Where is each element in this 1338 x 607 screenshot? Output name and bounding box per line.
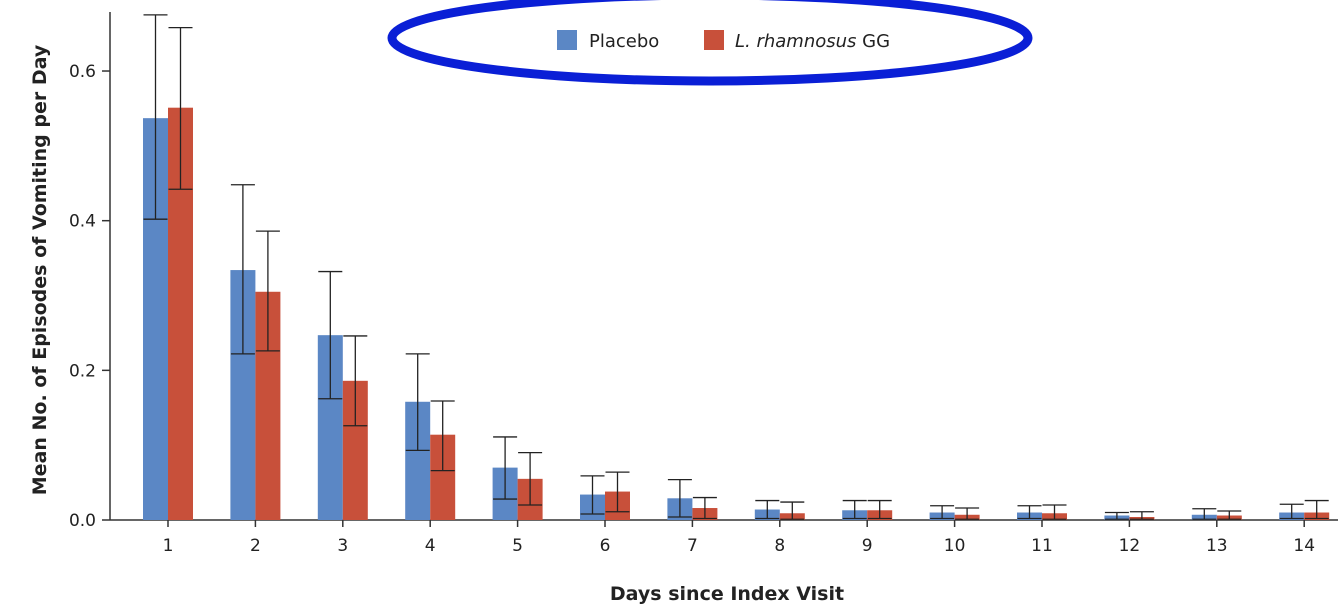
legend-label-lgg: L. rhamnosus GG bbox=[735, 31, 890, 52]
legend-label-placebo: Placebo bbox=[589, 31, 659, 52]
legend: Placebo L. rhamnosus GG bbox=[557, 30, 890, 52]
y-tick-label: 0.0 bbox=[69, 511, 96, 531]
x-tick-label: 6 bbox=[600, 536, 611, 556]
plot-area: 0.00.20.40.61 2 3 4 5 6 7 8 9 10 11 12 13 14 bbox=[69, 12, 1338, 556]
x-tick-label: 2 bbox=[250, 536, 261, 556]
x-tick-label: 14 bbox=[1293, 536, 1315, 556]
legend-label-lgg-plain: GG bbox=[856, 31, 890, 52]
y-tick-label: 0.4 bbox=[69, 212, 96, 232]
x-tick-label: 3 bbox=[337, 536, 348, 556]
x-axis-title: Days since Index Visit bbox=[610, 583, 844, 605]
y-tick-label: 0.2 bbox=[69, 361, 96, 381]
x-tick-label: 8 bbox=[774, 536, 785, 556]
x-tick-label: 5 bbox=[512, 536, 523, 556]
legend-label-lgg-italic: L. rhamnosus bbox=[735, 31, 856, 52]
x-tick-label: 7 bbox=[687, 536, 698, 556]
legend-swatch-placebo bbox=[557, 30, 577, 50]
x-tick-label: 9 bbox=[862, 536, 873, 556]
x-tick-label: 4 bbox=[425, 536, 436, 556]
x-tick-label: 12 bbox=[1119, 536, 1141, 556]
x-tick-label: 11 bbox=[1031, 536, 1053, 556]
x-tick-label: 1 bbox=[163, 536, 174, 556]
x-tick-label: 13 bbox=[1206, 536, 1228, 556]
y-axis-title: Mean No. of Episodes of Vomiting per Day bbox=[29, 44, 51, 495]
y-tick-label: 0.6 bbox=[69, 62, 96, 82]
legend-swatch-lgg bbox=[704, 30, 724, 50]
x-tick-label: 10 bbox=[944, 536, 966, 556]
legend-highlight-ellipse bbox=[387, 0, 1033, 86]
